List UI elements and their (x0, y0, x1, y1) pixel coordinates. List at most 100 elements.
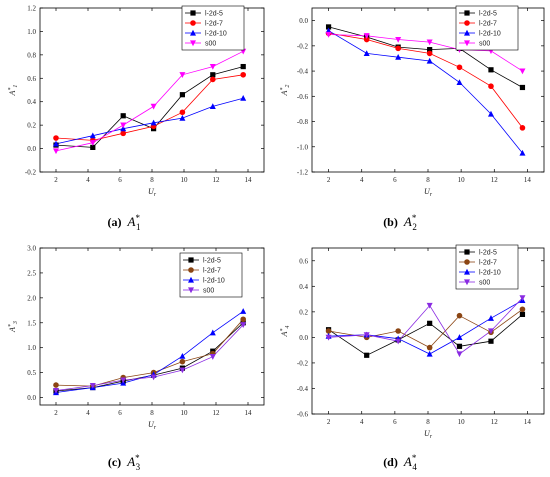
data-point-l-2d-5 (120, 113, 126, 119)
data-point-l-2d-5 (427, 320, 433, 326)
data-point-s00 (209, 63, 216, 70)
series-line-l-2d-10 (55, 97, 244, 145)
x-tick-label: 6 (393, 176, 397, 184)
legend-marker (464, 259, 470, 265)
y-tick-label: -0.6 (297, 93, 309, 101)
y-tick-label: -0.6 (297, 411, 309, 419)
data-point-l-2d-5 (240, 63, 246, 70)
y-tick-label: -1.0 (297, 143, 309, 151)
data-point-s00 (179, 72, 186, 78)
data-point-l-2d-10 (487, 315, 494, 321)
data-point-l-2d-10 (53, 140, 59, 147)
x-tick-label: 2 (54, 409, 58, 417)
x-tick-label: 8 (150, 176, 154, 184)
y-axis-title: A*4 (280, 326, 291, 338)
data-point-l-2d-5 (364, 352, 370, 358)
y-tick-label: 1.2 (27, 5, 36, 13)
x-tick-label: 10 (458, 176, 466, 184)
x-tick-label: 14 (524, 418, 532, 426)
y-tick-label: -0.4 (297, 385, 309, 393)
x-axis-title: Ur (148, 187, 157, 198)
data-point-l-2d-7 (53, 382, 59, 388)
y-tick-label: -0.2 (297, 42, 309, 50)
x-tick-label: 10 (181, 409, 189, 417)
x-tick-label: 8 (426, 176, 430, 184)
data-point-l-2d-7 (426, 50, 433, 57)
legend-entry: l-2d-10 (205, 31, 227, 38)
data-point-l-2d-5 (427, 47, 433, 53)
data-point-l-2d-7 (426, 344, 433, 351)
x-tick-label: 12 (213, 176, 221, 184)
legend-entry: l-2d-5 (203, 258, 221, 265)
data-point-l-2d-7 (240, 71, 246, 78)
data-point-l-2d-10 (120, 125, 127, 132)
legend-marker (464, 40, 470, 47)
legend-entry: l-2d-5 (479, 11, 497, 18)
data-point-s00 (395, 36, 402, 43)
panel-caption: (a) A* 1 (108, 213, 141, 232)
y-tick-label: 0.8 (27, 51, 36, 59)
y-tick-label: -0.4 (297, 68, 309, 76)
y-tick-label: 1.0 (27, 28, 36, 36)
data-point-s00 (487, 328, 494, 335)
x-tick-label: 14 (245, 409, 253, 417)
legend-entry: l-2d-7 (205, 21, 223, 28)
y-tick-label: 0.4 (299, 283, 308, 291)
y-tick-label: 0.2 (299, 308, 308, 316)
data-point-l-2d-7 (395, 45, 401, 52)
data-point-l-2d-7 (325, 328, 332, 334)
x-tick-label: 6 (118, 409, 122, 417)
x-axis-title: Ur (148, 420, 157, 431)
y-tick-label: 0.0 (299, 334, 308, 342)
data-point-s00 (426, 302, 433, 309)
x-tick-label: 12 (491, 418, 499, 426)
data-point-l-2d-7 (120, 130, 126, 137)
data-point-s00 (240, 322, 247, 328)
panel-caption: (c) A* 3 (108, 453, 141, 472)
legend-marker (190, 10, 196, 16)
y-tick-label: 0.5 (27, 369, 36, 377)
data-point-s00 (53, 148, 59, 155)
data-point-s00 (179, 367, 186, 374)
y-tick-label: 3.0 (27, 245, 36, 253)
x-tick-label: 4 (86, 409, 90, 417)
data-point-l-2d-7 (456, 64, 463, 71)
data-point-l-2d-10 (209, 103, 216, 109)
series-line-l-2d-10 (328, 300, 523, 355)
y-tick-label: 0.0 (27, 394, 36, 402)
data-point-l-2d-10 (240, 95, 247, 101)
data-point-s00 (325, 31, 332, 38)
series-line-l-2d-7 (55, 74, 244, 141)
data-point-s00 (456, 351, 463, 358)
legend-entry: l-2d-5 (205, 11, 223, 18)
x-tick-label: 6 (393, 418, 397, 426)
data-point-l-2d-7 (456, 312, 463, 319)
x-axis-title: Ur (424, 429, 433, 440)
x-tick-label: 10 (181, 176, 189, 184)
data-point-s00 (89, 382, 96, 389)
chart-panel-2: 2 4 6 8 10 12 14 -1.2 -1.0 -0.8 -0.6 -0.4 -0.2 0.0 Ur A… (280, 5, 545, 232)
legend-marker (464, 249, 470, 255)
y-tick-label: 0.6 (27, 75, 36, 83)
y-tick-label: 0.0 (299, 17, 308, 25)
data-point-l-2d-5 (488, 338, 494, 344)
data-point-l-2d-10 (209, 329, 216, 336)
data-point-s00 (325, 334, 332, 341)
x-tick-label: 12 (491, 176, 499, 184)
data-point-l-2d-7 (210, 76, 216, 83)
data-point-l-2d-10 (456, 334, 463, 340)
legend-entry: s00 (479, 280, 490, 287)
legend-entry: s00 (203, 288, 214, 295)
legend-entry: l-2d-10 (479, 270, 501, 277)
x-tick-label: 8 (426, 418, 430, 426)
legend-marker (190, 20, 196, 26)
data-point-l-2d-10 (150, 119, 157, 126)
data-point-s00 (150, 374, 157, 381)
legend-marker (464, 268, 470, 275)
data-point-l-2d-10 (487, 110, 494, 117)
y-tick-label: 1.0 (27, 344, 36, 352)
data-point-l-2d-7 (240, 316, 246, 323)
panel-caption: (d) A* 4 (383, 453, 417, 472)
data-point-l-2d-7 (488, 83, 494, 90)
legend-entry: l-2d-10 (203, 278, 225, 285)
